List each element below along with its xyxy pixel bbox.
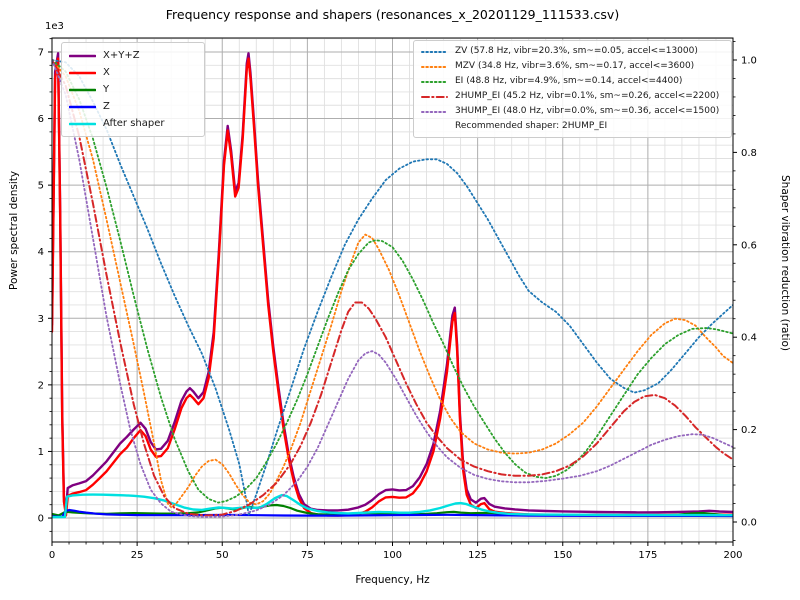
y-left-tick-label: 0 (38, 514, 44, 525)
x-axis-label: Frequency, Hz (355, 574, 430, 586)
y-left-tick-label: 6 (38, 114, 44, 125)
legend-label: Z (103, 100, 110, 112)
legend-item-y: Y (69, 81, 197, 98)
legend-label: X+Y+Z (103, 49, 140, 61)
chart-title: Frequency response and shapers (resonanc… (165, 7, 620, 22)
series-x (52, 57, 733, 517)
ei-line-swatch-icon (421, 79, 448, 85)
3hump-ei-line-swatch-icon (421, 109, 448, 115)
y-right-tick-label: 0.0 (741, 517, 757, 528)
2hump-ei-line-swatch-icon (421, 94, 448, 100)
recommended-shaper-note: Recommended shaper: 2HUMP_EI (455, 121, 608, 131)
legend-item-recommended: Recommended shaper: 2HUMP_EI (421, 119, 724, 134)
x-tick-label: 50 (216, 550, 229, 561)
legend-item-after-shaper: After shaper (69, 115, 197, 132)
legend-item-x: X (69, 64, 197, 81)
y-left-tick-label: 7 (38, 47, 44, 58)
legend-label: ZV (57.8 Hz, vibr=20.3%, sm~=0.05, accel… (455, 46, 698, 56)
y-axis-offset-label: 1e3 (45, 21, 64, 32)
legend-item-z: Z (69, 98, 197, 115)
legend-label: X (103, 66, 110, 78)
y-left-tick-label: 2 (38, 380, 44, 391)
y-right-tick-label: 0.6 (741, 240, 757, 251)
legend-item-ei: EI (48.8 Hz, vibr=4.9%, sm~=0.14, accel<… (421, 74, 724, 89)
z-line-swatch-icon (69, 104, 96, 110)
legend-label: 2HUMP_EI (45.2 Hz, vibr=0.1%, sm~=0.26, … (455, 91, 720, 101)
legend-item-mzv: MZV (34.8 Hz, vibr=3.6%, sm~=0.17, accel… (421, 59, 724, 74)
y-right-tick-label: 0.8 (741, 148, 757, 159)
mzv-line-swatch-icon (421, 64, 448, 70)
series-2hump-ei (52, 59, 733, 517)
y-line-swatch-icon (69, 87, 96, 93)
legend-psd: X+Y+Z X Y Z After shaper (61, 42, 205, 137)
legend-item-3hump-ei: 3HUMP_EI (48.0 Hz, vibr=0.0%, sm~=0.36, … (421, 104, 724, 119)
x-line-swatch-icon (69, 70, 96, 76)
series-ei (52, 59, 733, 504)
zv-line-swatch-icon (421, 49, 448, 55)
xyz-line-swatch-icon (69, 53, 96, 59)
x-tick-label: 200 (723, 550, 742, 561)
series-after-shaper (52, 493, 733, 519)
legend-label: After shaper (103, 117, 165, 129)
y-left-tick-label: 1 (38, 447, 44, 458)
y-left-tick-label: 3 (38, 314, 44, 325)
legend-shapers: ZV (57.8 Hz, vibr=20.3%, sm~=0.05, accel… (413, 40, 732, 138)
y-right-tick-label: 0.4 (741, 333, 757, 344)
y-axis-right-label: Shaper vibration reduction (ratio) (779, 175, 791, 352)
legend-label: 3HUMP_EI (48.0 Hz, vibr=0.0%, sm~=0.36, … (455, 106, 720, 116)
x-tick-label: 150 (553, 550, 572, 561)
legend-label: Y (103, 83, 110, 95)
y-left-tick-label: 5 (38, 181, 44, 192)
x-tick-label: 0 (49, 550, 55, 561)
y-axis-left-label: Power spectral density (8, 170, 20, 290)
legend-label: MZV (34.8 Hz, vibr=3.6%, sm~=0.17, accel… (455, 61, 695, 71)
legend-item-2hump-ei: 2HUMP_EI (45.2 Hz, vibr=0.1%, sm~=0.26, … (421, 89, 724, 104)
after-shaper-line-swatch-icon (69, 121, 96, 127)
series-group (52, 52, 733, 519)
ticks: 0 25 50 75 100 125 150 175 200 0 1 2 3 4 5 6 7 0.0 0.2 0.4 0… (38, 38, 757, 561)
legend-item-zv: ZV (57.8 Hz, vibr=20.3%, sm~=0.05, accel… (421, 44, 724, 59)
y-right-tick-label: 1.0 (741, 55, 757, 66)
x-tick-label: 100 (383, 550, 402, 561)
series-zv (52, 59, 733, 516)
legend-item-xyz: X+Y+Z (69, 47, 197, 64)
x-tick-label: 75 (301, 550, 314, 561)
y-left-tick-label: 4 (38, 247, 44, 258)
x-tick-label: 125 (468, 550, 487, 561)
legend-label: EI (48.8 Hz, vibr=4.9%, sm~=0.14, accel<… (455, 76, 683, 86)
y-right-tick-label: 0.2 (741, 425, 757, 436)
series-3hump-ei (52, 59, 733, 518)
x-tick-label: 25 (131, 550, 144, 561)
x-tick-label: 175 (638, 550, 657, 561)
